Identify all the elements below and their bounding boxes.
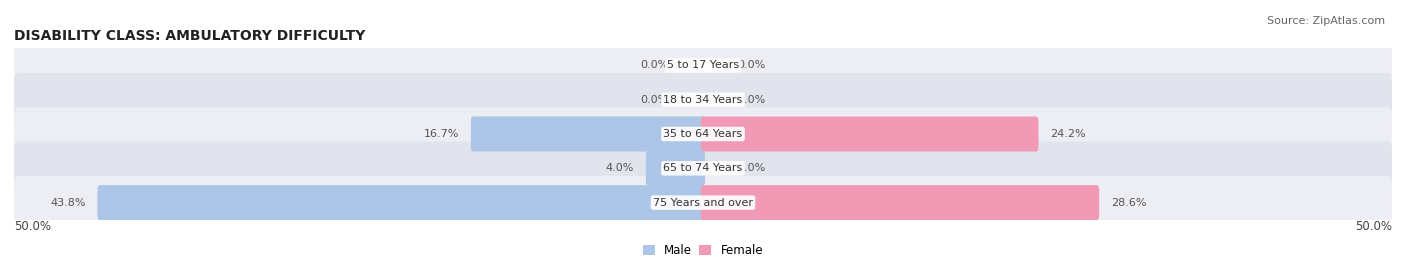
- Text: 16.7%: 16.7%: [423, 129, 460, 139]
- Text: 0.0%: 0.0%: [738, 95, 766, 105]
- Text: 0.0%: 0.0%: [640, 95, 669, 105]
- Text: 75 Years and over: 75 Years and over: [652, 198, 754, 208]
- FancyBboxPatch shape: [702, 185, 1099, 220]
- Text: 43.8%: 43.8%: [51, 198, 86, 208]
- FancyBboxPatch shape: [14, 107, 1392, 161]
- FancyBboxPatch shape: [702, 117, 1039, 151]
- Text: Source: ZipAtlas.com: Source: ZipAtlas.com: [1267, 16, 1385, 26]
- Text: 18 to 34 Years: 18 to 34 Years: [664, 95, 742, 105]
- FancyBboxPatch shape: [471, 117, 704, 151]
- Text: 0.0%: 0.0%: [738, 163, 766, 173]
- Text: 0.0%: 0.0%: [738, 60, 766, 70]
- Text: DISABILITY CLASS: AMBULATORY DIFFICULTY: DISABILITY CLASS: AMBULATORY DIFFICULTY: [14, 29, 366, 43]
- FancyBboxPatch shape: [14, 39, 1392, 92]
- Text: 4.0%: 4.0%: [606, 163, 634, 173]
- Text: 65 to 74 Years: 65 to 74 Years: [664, 163, 742, 173]
- FancyBboxPatch shape: [14, 142, 1392, 195]
- Text: 28.6%: 28.6%: [1111, 198, 1146, 208]
- Legend: Male, Female: Male, Female: [638, 239, 768, 262]
- Text: 24.2%: 24.2%: [1050, 129, 1085, 139]
- FancyBboxPatch shape: [97, 185, 704, 220]
- FancyBboxPatch shape: [14, 176, 1392, 229]
- Text: 50.0%: 50.0%: [14, 220, 51, 233]
- FancyBboxPatch shape: [14, 73, 1392, 126]
- Text: 5 to 17 Years: 5 to 17 Years: [666, 60, 740, 70]
- Text: 0.0%: 0.0%: [640, 60, 669, 70]
- Text: 50.0%: 50.0%: [1355, 220, 1392, 233]
- FancyBboxPatch shape: [645, 151, 704, 186]
- Text: 35 to 64 Years: 35 to 64 Years: [664, 129, 742, 139]
